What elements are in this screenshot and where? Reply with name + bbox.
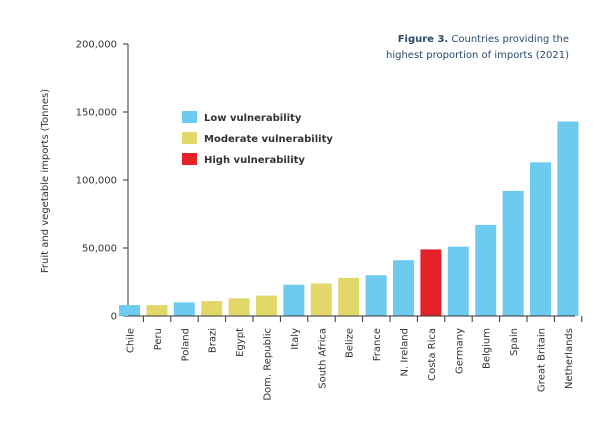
bar-brazi — [201, 301, 223, 316]
bar-poland — [173, 302, 195, 316]
legend-label-moderate: Moderate vulnerability — [204, 134, 333, 145]
x-tick-label: Germany — [454, 328, 465, 374]
y-axis-label: Fruit and vegetable imports (Tonnes) — [40, 89, 51, 273]
legend: Low vulnerability Moderate vulnerability H… — [182, 111, 333, 166]
y-tick-label: 150,000 — [76, 108, 117, 119]
chart-title: Figure 3. Countries providing the highes… — [386, 34, 569, 61]
x-tick-label: France — [372, 328, 383, 361]
legend-swatch-low — [182, 111, 197, 123]
x-axis: Chile Peru Poland Brazi Egypt Dom. Republic It… — [126, 315, 583, 401]
x-tick-label: N. Ireland — [400, 328, 411, 376]
bar-great-britain — [530, 162, 551, 316]
bar-chile — [119, 305, 140, 316]
x-tick-label: Chile — [126, 328, 137, 353]
x-tick-label: Spain — [509, 328, 520, 356]
y-tick-label: 200,000 — [76, 40, 117, 51]
title-figure-number: Figure 3. — [398, 34, 449, 45]
bar-egypt — [228, 298, 250, 316]
bar-belize — [338, 277, 360, 316]
x-tick-label: Belgium — [482, 328, 493, 369]
bar-costa-rica — [420, 249, 442, 316]
bar-n-ireland — [393, 260, 414, 316]
x-tick-label: Italy — [290, 328, 301, 350]
x-tick-label: Egypt — [235, 328, 246, 357]
bar-south-africa — [310, 283, 332, 316]
svg-text:Figure 3. Countries providing: Figure 3. Countries providing the — [398, 34, 569, 45]
bar-spain — [502, 190, 524, 316]
bar-germany — [447, 246, 469, 316]
x-tick-label: Peru — [153, 328, 164, 350]
y-axis: 0 50,000 100,000 150,000 200,000 — [76, 40, 129, 323]
x-tick-label: Poland — [180, 328, 191, 361]
legend-swatch-moderate — [182, 132, 197, 144]
x-tick-label: Netherlands — [564, 328, 575, 389]
legend-swatch-high — [182, 153, 197, 165]
x-tick-label: Costa Rica — [427, 328, 438, 381]
bars — [119, 121, 579, 316]
bar-france — [365, 275, 387, 316]
y-tick-label: 50,000 — [82, 244, 117, 255]
x-tick-label: Brazi — [208, 328, 219, 353]
title-line-2: highest proportion of imports (2021) — [386, 50, 569, 61]
x-tick-label: Dom. Republic — [263, 328, 274, 401]
legend-label-high: High vulnerability — [204, 155, 305, 166]
title-line-1: Countries providing the — [451, 34, 569, 45]
x-tick-label: Great Britain — [537, 328, 548, 392]
y-tick-label: 100,000 — [76, 176, 117, 187]
x-tick-label: Belize — [345, 328, 356, 358]
bar-netherlands — [557, 121, 579, 316]
bar-belgium — [475, 224, 497, 316]
x-tick-label: South Africa — [317, 328, 328, 389]
legend-label-low: Low vulnerability — [204, 113, 302, 124]
y-tick-label: 0 — [111, 312, 117, 323]
bar-italy — [283, 284, 305, 316]
bar-peru — [146, 305, 168, 316]
bar-dom-republic — [256, 295, 277, 316]
